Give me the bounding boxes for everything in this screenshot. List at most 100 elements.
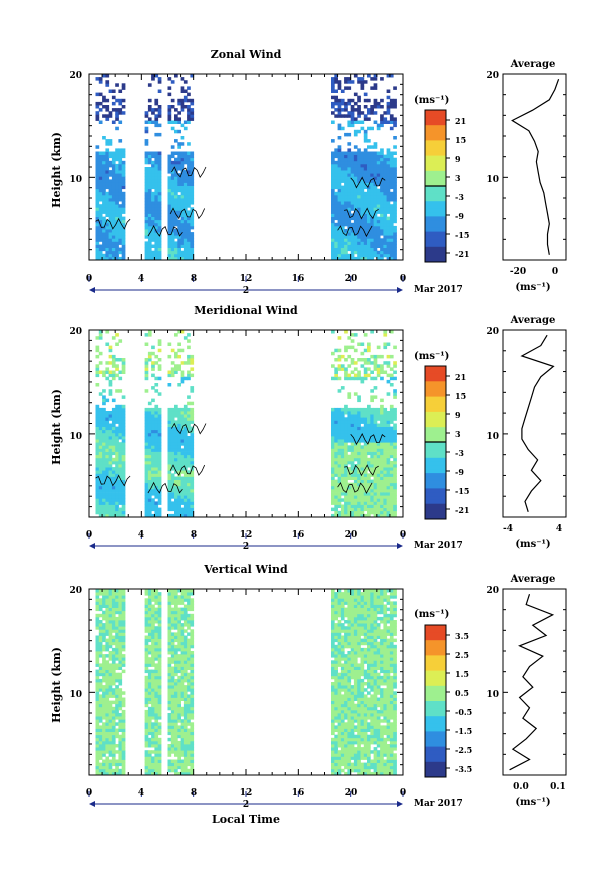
heatmap-cell <box>167 429 172 434</box>
heatmap-cell <box>386 473 391 477</box>
heatmap-cell <box>102 370 106 374</box>
heatmap-cell <box>386 167 391 171</box>
heatmap-cell <box>190 98 195 103</box>
heatmap-cell <box>383 442 388 446</box>
heatmap-cell <box>98 460 103 465</box>
heatmap-cell <box>183 376 188 381</box>
heatmap-cell <box>118 173 123 177</box>
heatmap-cell <box>167 722 172 726</box>
heatmap-cell <box>360 445 365 449</box>
heatmap-cell <box>147 154 152 159</box>
heatmap-cell <box>380 485 384 490</box>
heatmap-cell <box>337 464 342 468</box>
heatmap-cell <box>115 771 119 776</box>
heatmap-cell <box>118 167 123 171</box>
heatmap-cell <box>357 501 361 505</box>
heatmap-cell <box>147 629 152 633</box>
colorbar-step <box>425 182 446 187</box>
heatmap-cell <box>190 167 195 171</box>
heatmap-cell <box>170 176 175 180</box>
heatmap-cell <box>386 482 391 487</box>
heatmap-cell <box>95 672 100 677</box>
heatmap-cell <box>98 651 103 655</box>
heatmap-cell <box>95 740 100 745</box>
colorbar-step <box>425 246 446 252</box>
heatmap-cell <box>147 167 152 171</box>
heatmap-cell <box>115 176 119 180</box>
heatmap-cell <box>144 247 149 252</box>
heatmap-cell <box>105 429 110 434</box>
heatmap-cell <box>170 182 175 186</box>
heatmap-cell <box>154 411 159 415</box>
heatmap-cell <box>389 250 394 255</box>
x-tick-label: 16 <box>292 530 305 540</box>
heatmap-cell <box>170 728 175 732</box>
heatmap-cell <box>190 492 195 496</box>
heatmap-cell <box>363 448 368 452</box>
heatmap-cell <box>383 333 388 337</box>
heatmap-cell <box>363 348 368 353</box>
heatmap-cell <box>157 700 162 705</box>
heatmap-cell <box>367 117 371 121</box>
heatmap-cell <box>340 354 345 359</box>
heatmap-cell <box>108 740 113 745</box>
heatmap-cell <box>154 132 159 137</box>
heatmap-cell <box>105 417 110 421</box>
heatmap-cell <box>180 685 185 689</box>
heatmap-cell <box>170 657 175 661</box>
heatmap-cell <box>98 182 103 186</box>
heatmap-cell <box>154 613 159 618</box>
heatmap-cell <box>147 706 152 711</box>
heatmap-cell <box>108 672 113 677</box>
heatmap-cell <box>118 675 123 680</box>
heatmap-cell <box>115 333 119 337</box>
heatmap-cell <box>344 498 348 502</box>
heatmap-cell <box>111 241 116 245</box>
heatmap-cell <box>154 439 159 443</box>
heatmap-cell <box>108 719 113 723</box>
heatmap-cell <box>151 728 155 732</box>
heatmap-cell <box>376 479 381 484</box>
heatmap-cell <box>367 361 371 365</box>
heatmap-cell <box>344 86 348 90</box>
heatmap-cell <box>167 507 172 512</box>
heatmap-cell <box>386 219 391 224</box>
heatmap-cell <box>167 170 172 174</box>
heatmap-cell <box>344 105 348 109</box>
heatmap-cell <box>108 513 113 518</box>
heatmap-cell <box>353 222 358 227</box>
heatmap-cell <box>334 151 338 155</box>
heatmap-cell <box>174 703 178 708</box>
heatmap-cell <box>174 747 178 751</box>
heatmap-cell <box>167 250 172 255</box>
heatmap-cell <box>380 98 384 103</box>
heatmap-cell <box>167 762 172 767</box>
heatmap-cell <box>367 485 371 490</box>
heatmap-cell <box>334 182 338 186</box>
heatmap-cell <box>111 417 116 421</box>
heatmap-cell <box>144 629 149 633</box>
heatmap-cell <box>151 423 155 427</box>
heatmap-cell <box>144 126 149 131</box>
heatmap-cell <box>360 482 365 487</box>
heatmap-cell <box>115 448 119 452</box>
heatmap-cell <box>386 476 391 480</box>
heatmap-cell <box>108 247 113 252</box>
date-day-label: 2 <box>243 542 249 552</box>
colorbar-step <box>425 442 446 447</box>
heatmap-cell <box>389 204 394 208</box>
heatmap-cell <box>180 464 185 468</box>
heatmap-cell <box>147 771 152 776</box>
heatmap-cell <box>121 219 126 224</box>
heatmap-cell <box>380 154 384 159</box>
heatmap-cell <box>190 448 195 452</box>
heatmap-cell <box>147 429 152 434</box>
heatmap-cell <box>144 765 149 770</box>
heatmap-cell <box>363 244 368 248</box>
heatmap-cell <box>111 762 116 767</box>
heatmap-cell <box>334 207 338 211</box>
heatmap-cell <box>180 657 185 661</box>
heatmap-cell <box>177 198 181 202</box>
heatmap-cell <box>344 420 348 424</box>
heatmap-cell <box>151 210 155 214</box>
